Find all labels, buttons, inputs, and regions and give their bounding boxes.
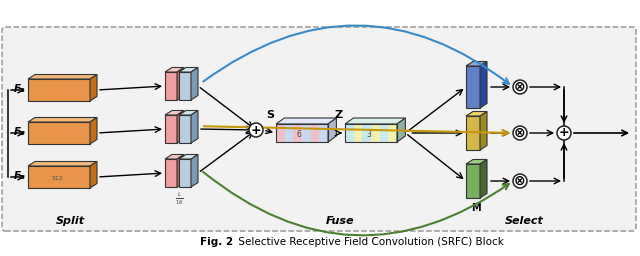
- Polygon shape: [466, 112, 487, 116]
- Polygon shape: [345, 124, 354, 142]
- Polygon shape: [466, 164, 480, 198]
- Circle shape: [557, 126, 571, 140]
- Text: S: S: [266, 110, 274, 120]
- Polygon shape: [285, 124, 293, 142]
- Text: Z: Z: [335, 110, 343, 120]
- Polygon shape: [165, 159, 177, 187]
- Polygon shape: [302, 124, 310, 142]
- Text: 512: 512: [51, 176, 63, 180]
- Polygon shape: [177, 155, 184, 187]
- Polygon shape: [177, 111, 184, 143]
- Polygon shape: [179, 155, 198, 159]
- Polygon shape: [165, 115, 177, 143]
- Polygon shape: [480, 61, 487, 108]
- Polygon shape: [397, 118, 405, 142]
- Polygon shape: [466, 66, 480, 108]
- Polygon shape: [191, 155, 198, 187]
- Polygon shape: [388, 124, 397, 142]
- Polygon shape: [480, 159, 487, 198]
- Polygon shape: [371, 124, 380, 142]
- Polygon shape: [90, 118, 97, 144]
- Text: M: M: [471, 203, 481, 213]
- Polygon shape: [90, 162, 97, 188]
- Text: +: +: [559, 126, 570, 140]
- Polygon shape: [165, 111, 184, 115]
- Polygon shape: [362, 124, 371, 142]
- Polygon shape: [28, 74, 97, 79]
- Polygon shape: [28, 162, 97, 166]
- Polygon shape: [466, 159, 487, 164]
- FancyBboxPatch shape: [2, 27, 636, 231]
- Text: Select: Select: [504, 216, 543, 226]
- Text: ⊗: ⊗: [514, 126, 526, 140]
- Text: $\frac{L}{16}$: $\frac{L}{16}$: [175, 191, 184, 207]
- Text: 6: 6: [297, 130, 302, 139]
- Circle shape: [513, 174, 527, 188]
- Polygon shape: [28, 79, 90, 101]
- Polygon shape: [276, 124, 285, 142]
- Text: Split: Split: [56, 216, 84, 226]
- Polygon shape: [480, 112, 487, 150]
- Text: F₁: F₁: [13, 84, 25, 94]
- Polygon shape: [345, 118, 405, 124]
- Text: F₂: F₂: [13, 127, 25, 137]
- Polygon shape: [165, 68, 184, 72]
- Circle shape: [513, 80, 527, 94]
- Polygon shape: [191, 68, 198, 100]
- Polygon shape: [354, 124, 362, 142]
- Text: Selective Receptive Field Convolution (SRFC) Block: Selective Receptive Field Convolution (S…: [228, 237, 504, 247]
- Text: +: +: [251, 123, 261, 136]
- Text: F₃: F₃: [13, 171, 25, 181]
- Polygon shape: [466, 116, 480, 150]
- Text: Fuse: Fuse: [326, 216, 355, 226]
- Polygon shape: [179, 159, 191, 187]
- Polygon shape: [28, 122, 90, 144]
- Polygon shape: [179, 111, 198, 115]
- Polygon shape: [328, 118, 337, 142]
- Polygon shape: [319, 124, 328, 142]
- Polygon shape: [179, 68, 198, 72]
- Text: Fig. 2: Fig. 2: [200, 237, 233, 247]
- Polygon shape: [191, 111, 198, 143]
- Polygon shape: [165, 72, 177, 100]
- Text: 3: 3: [366, 130, 371, 139]
- Circle shape: [249, 123, 263, 137]
- Text: ⊗: ⊗: [514, 174, 526, 188]
- Polygon shape: [28, 166, 90, 188]
- Circle shape: [513, 126, 527, 140]
- Polygon shape: [165, 155, 184, 159]
- Polygon shape: [466, 61, 487, 66]
- Polygon shape: [177, 68, 184, 100]
- Polygon shape: [179, 72, 191, 100]
- Polygon shape: [310, 124, 319, 142]
- Polygon shape: [276, 118, 337, 124]
- Text: ⊗: ⊗: [514, 80, 526, 94]
- Polygon shape: [90, 74, 97, 101]
- Polygon shape: [28, 118, 97, 122]
- Polygon shape: [380, 124, 388, 142]
- Polygon shape: [293, 124, 302, 142]
- Polygon shape: [179, 115, 191, 143]
